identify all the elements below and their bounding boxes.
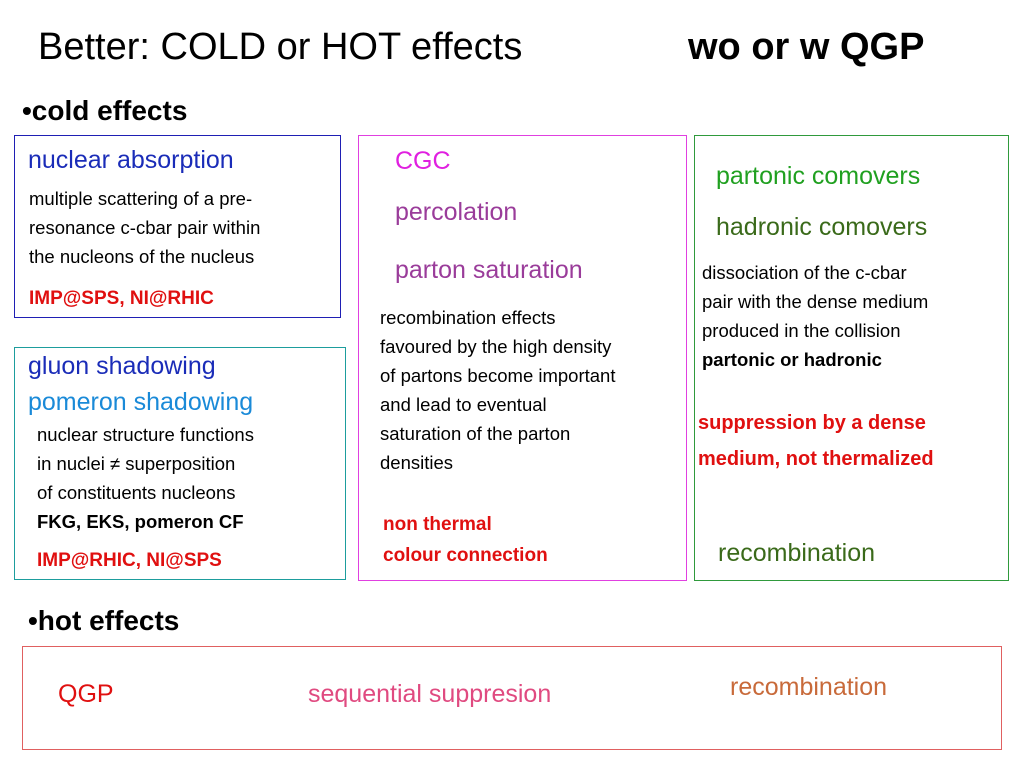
suppression-line-1: suppression by a dense (698, 412, 926, 434)
suppression-line-2: medium, not thermalized (698, 448, 934, 470)
comovers-description: dissociation of the c-cbar pair with the… (702, 258, 928, 374)
slide-title: Better: COLD or HOT effects (38, 26, 523, 68)
cgc-note-line-2: colour connection (383, 545, 548, 566)
cgc-box (358, 135, 687, 581)
gluon-shadowing-line-2: in nuclei ≠ superposition (37, 453, 236, 474)
cgc-description: recombination effects favoured by the hi… (380, 303, 616, 477)
comovers-box (694, 135, 1009, 581)
comovers-suppression-note: suppression by a dense medium, not therm… (698, 405, 934, 477)
hadronic-comovers-label: hadronic comovers (716, 213, 928, 241)
slide-title-right: wo or w QGP (688, 26, 925, 68)
percolation-label: percolation (395, 198, 518, 226)
partonic-comovers-label: partonic comovers (716, 162, 921, 190)
cgc-line-5: saturation of the parton (380, 423, 571, 444)
comovers-bold-line: partonic or hadronic (702, 349, 882, 370)
gluon-shadowing-description: nuclear structure functions in nuclei ≠ … (37, 420, 254, 507)
nuclear-absorption-description: multiple scattering of a pre- resonance … (29, 184, 260, 271)
cgc-label: CGC (395, 147, 451, 175)
comovers-line-2: pair with the dense medium (702, 291, 929, 312)
nuclear-absorption-line-3: the nucleons of the nucleus (29, 246, 255, 267)
nuclear-absorption-line-2: resonance c-cbar pair within (29, 217, 261, 238)
hot-effects-heading: •hot effects (28, 605, 180, 636)
nuclear-absorption-box (14, 135, 341, 318)
hot-recombination-label: recombination (730, 673, 888, 701)
cgc-line-3: of partons become important (380, 365, 616, 386)
cgc-note-line-1: non thermal (383, 514, 492, 535)
cgc-line-6: densities (380, 452, 454, 473)
qgp-label: QGP (58, 680, 114, 708)
nuclear-absorption-title: nuclear absorption (28, 146, 234, 174)
cgc-line-2: favoured by the high density (380, 336, 612, 357)
gluon-shadowing-line-1: nuclear structure functions (37, 424, 254, 445)
cold-effects-heading: •cold effects (22, 95, 188, 126)
cgc-note: non thermal colour connection (383, 509, 548, 571)
cgc-line-4: and lead to eventual (380, 394, 547, 415)
comovers-recombination-label: recombination (718, 539, 876, 567)
pomeron-shadowing-title: pomeron shadowing (28, 388, 254, 416)
gluon-shadowing-models: FKG, EKS, pomeron CF (37, 511, 244, 532)
gluon-shadowing-title: gluon shadowing (28, 352, 216, 380)
gluon-shadowing-refs: IMP@RHIC, NI@SPS (37, 550, 222, 571)
nuclear-absorption-line-1: multiple scattering of a pre- (29, 188, 253, 209)
sequential-suppression-label: sequential suppresion (308, 680, 552, 708)
comovers-line-1: dissociation of the c-cbar (702, 262, 907, 283)
comovers-line-3: produced in the collision (702, 320, 901, 341)
gluon-shadowing-line-3: of constituents nucleons (37, 482, 236, 503)
hot-effects-box (22, 646, 1002, 750)
gluon-shadowing-box (14, 347, 346, 580)
cgc-line-1: recombination effects (380, 307, 556, 328)
nuclear-absorption-refs: IMP@SPS, NI@RHIC (29, 288, 214, 309)
parton-saturation-label: parton saturation (395, 256, 583, 284)
